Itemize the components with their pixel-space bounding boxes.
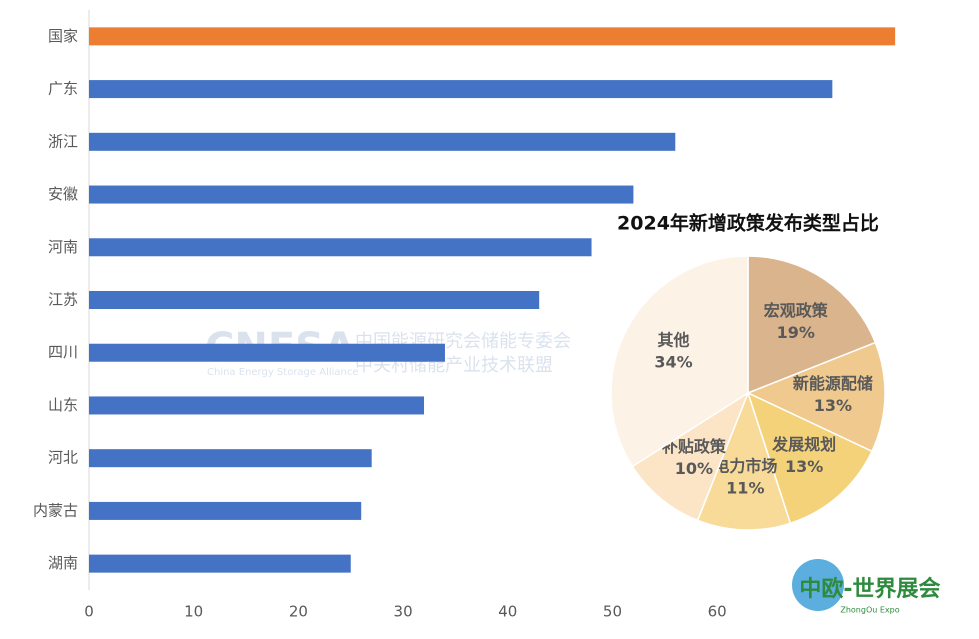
bar <box>89 132 676 151</box>
x-tick-label: 20 <box>289 603 308 621</box>
y-tick-label: 安徽 <box>48 185 78 203</box>
x-tick-label: 50 <box>603 603 622 621</box>
slice-label: 其他 <box>658 331 690 350</box>
pie-slice <box>631 391 750 522</box>
y-tick-label: 浙江 <box>48 132 78 150</box>
y-tick-label: 湖南 <box>48 554 78 572</box>
y-tick-label: 山东 <box>48 396 78 414</box>
pie-slice <box>747 255 877 395</box>
slice-label: 电力市场 <box>713 456 777 475</box>
badge-english: ZhongOu Expo <box>840 606 899 615</box>
y-tick-label: 内蒙古 <box>33 501 78 519</box>
watermark-english: China Energy Storage Alliance <box>207 367 359 378</box>
bar <box>89 396 425 415</box>
y-tick-label: 河北 <box>48 449 78 467</box>
x-tick-label: 10 <box>184 603 203 621</box>
bar <box>89 449 372 468</box>
y-tick-label: 国家 <box>48 27 78 45</box>
slice-label: 新能源配储 <box>793 374 873 393</box>
slice-label: 宏观政策 <box>764 301 829 320</box>
x-tick-label: 60 <box>708 603 727 621</box>
badge-globe <box>792 559 844 611</box>
bar <box>89 27 896 46</box>
x-tick-label: 30 <box>394 603 413 621</box>
bar <box>89 343 445 362</box>
bar <box>89 80 833 99</box>
badge-name: 中欧-世界展会 <box>799 576 940 602</box>
slice-value: 34% <box>654 353 692 372</box>
slice-label: 发展规划 <box>771 435 836 454</box>
x-tick-label: 0 <box>84 603 94 621</box>
pie-slice <box>610 255 749 468</box>
y-tick-label: 河南 <box>48 238 78 256</box>
slice-value: 10% <box>675 459 713 478</box>
slice-label: 补贴政策 <box>661 437 727 456</box>
badge: 中欧-世界展会 ZhongOu Expo <box>792 559 941 615</box>
pie-slice <box>746 391 873 525</box>
pie-title: 2024年新增政策发布类型占比 <box>617 212 879 235</box>
slice-value: 11% <box>726 478 764 497</box>
pie-slice <box>746 341 886 453</box>
y-tick-label: 江苏 <box>48 291 78 309</box>
y-tick-label: 广东 <box>48 80 78 98</box>
pie-slice <box>696 390 792 531</box>
bar <box>89 291 540 309</box>
bar <box>89 501 362 520</box>
bar <box>89 238 592 257</box>
bar <box>89 185 634 204</box>
x-tick-label: 40 <box>498 603 517 621</box>
slice-value: 13% <box>785 457 823 476</box>
y-tick-label: 四川 <box>48 343 78 361</box>
slice-value: 19% <box>777 323 815 342</box>
bar <box>89 554 351 573</box>
slice-value: 13% <box>814 396 852 415</box>
